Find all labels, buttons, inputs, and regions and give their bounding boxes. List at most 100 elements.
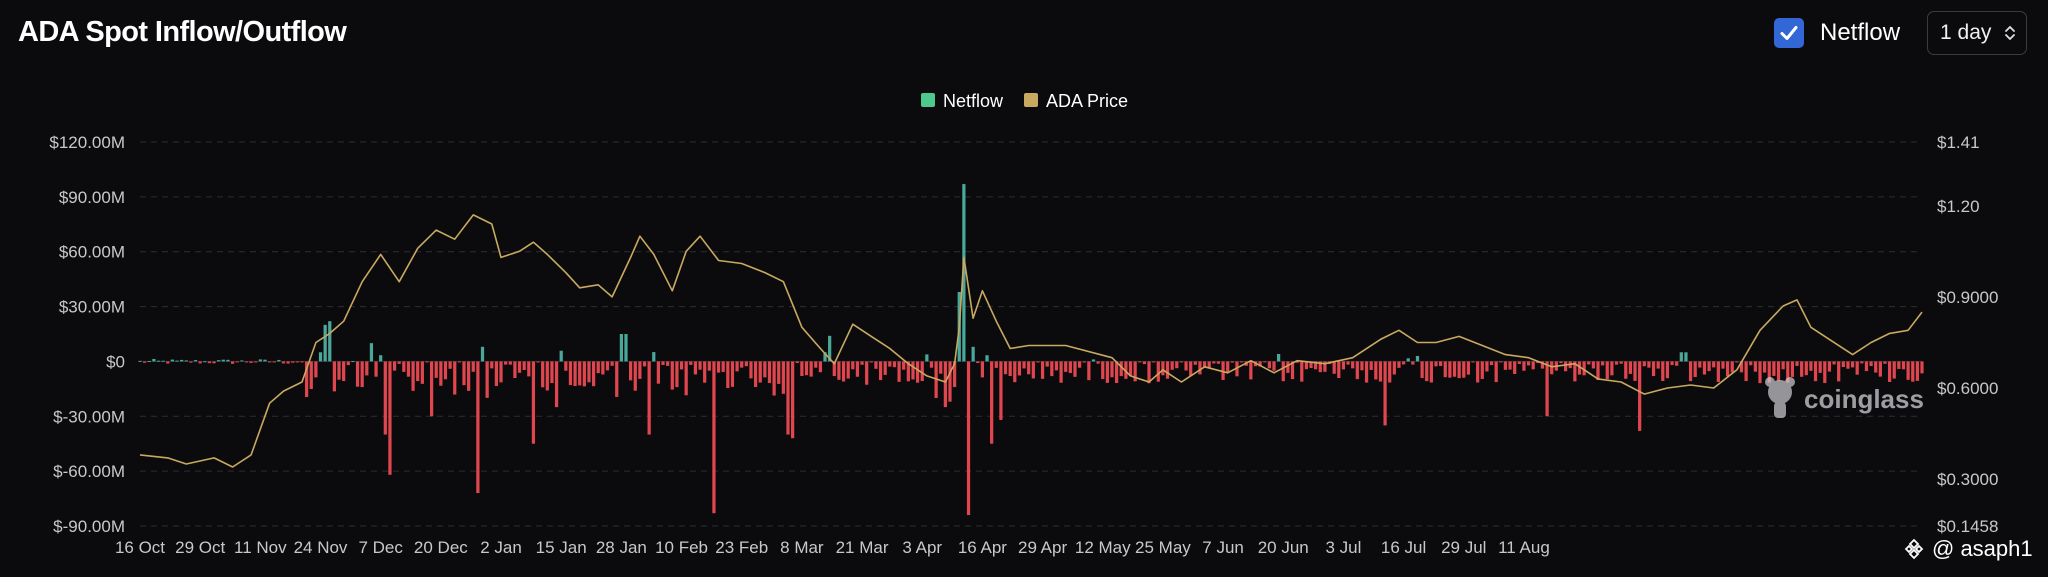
- netflow-bar: [1239, 361, 1244, 363]
- netflow-bar: [1633, 361, 1637, 381]
- netflow-bar: [1165, 361, 1170, 379]
- netflow-bar: [1105, 361, 1109, 383]
- netflow-bar: [416, 361, 420, 382]
- interval-select-value: 1 day: [1940, 21, 1992, 44]
- netflow-bar: [629, 361, 633, 381]
- netflow-bar: [1545, 361, 1549, 417]
- netflow-bar: [1022, 361, 1026, 369]
- interval-select[interactable]: 1 day: [1927, 11, 2027, 55]
- netflow-bar: [1827, 361, 1832, 372]
- netflow-bar: [1295, 361, 1299, 363]
- netflow-bar: [1698, 361, 1702, 368]
- netflow-bar: [730, 361, 735, 387]
- netflow-bar: [1480, 361, 1484, 379]
- netflow-bar: [485, 361, 489, 398]
- netflow-bar: [531, 361, 536, 444]
- netflow-bar: [915, 361, 920, 383]
- netflow-bar: [411, 361, 415, 391]
- x-tick-label: 15 Jan: [536, 538, 587, 557]
- netflow-bar: [198, 361, 202, 364]
- netflow-bar: [744, 361, 748, 367]
- netflow-bar: [504, 361, 508, 365]
- coinglass-logo-icon: [1765, 377, 1795, 418]
- netflow-bar: [652, 352, 656, 362]
- x-tick-label: 16 Jul: [1381, 538, 1426, 557]
- netflow-bar: [545, 361, 549, 391]
- right-tick-label: $0.6000: [1937, 379, 1998, 398]
- x-tick-label: 29 Jul: [1441, 538, 1486, 557]
- netflow-bar: [1624, 361, 1628, 379]
- netflow-bar: [402, 361, 406, 372]
- netflow-bar: [369, 343, 374, 362]
- netflow-bar: [1721, 361, 1725, 369]
- netflow-bar: [1869, 361, 1873, 367]
- netflow-toggle-label: Netflow: [1820, 19, 1901, 46]
- netflow-bar: [1846, 361, 1850, 369]
- netflow-bar: [990, 361, 994, 444]
- netflow-bar: [383, 361, 387, 435]
- netflow-bar: [217, 360, 221, 362]
- netflow-checkbox[interactable]: [1774, 18, 1804, 48]
- x-tick-label: 8 Mar: [780, 538, 824, 557]
- netflow-bar: [1277, 353, 1281, 362]
- netflow-bar: [550, 361, 554, 384]
- netflow-bar: [1874, 361, 1878, 373]
- netflow-bar: [929, 361, 934, 368]
- netflow-bar: [642, 361, 647, 367]
- netflow-toggle[interactable]: Netflow: [1774, 18, 1900, 48]
- netflow-bar: [536, 361, 540, 363]
- netflow-bar: [443, 361, 448, 380]
- right-tick-label: $0.3000: [1937, 470, 1998, 489]
- netflow-bar: [161, 360, 165, 362]
- netflow-bar: [1758, 361, 1762, 384]
- netflow-bar: [1152, 361, 1156, 363]
- netflow-bar: [1184, 361, 1188, 371]
- left-tick-label: $120.00M: [49, 133, 125, 152]
- netflow-bar: [1193, 361, 1197, 365]
- netflow-bar: [1050, 361, 1054, 377]
- netflow-bar: [851, 361, 855, 370]
- netflow-bar: [1036, 361, 1040, 363]
- netflow-bar: [888, 361, 892, 367]
- netflow-bar: [1466, 361, 1471, 375]
- netflow-bar: [1809, 361, 1813, 371]
- netflow-bar: [647, 361, 651, 435]
- netflow-bar: [1290, 361, 1295, 380]
- netflow-bar: [1735, 361, 1739, 363]
- netflow-bar: [763, 361, 767, 378]
- netflow-bar: [1665, 361, 1670, 379]
- netflow-bar: [1550, 361, 1554, 375]
- page-title: ADA Spot Inflow/Outflow: [18, 16, 347, 48]
- netflow-bar: [1383, 361, 1387, 426]
- netflow-bar: [1133, 361, 1137, 382]
- netflow-bar: [138, 360, 142, 362]
- x-tick-label: 29 Apr: [1018, 538, 1067, 557]
- netflow-bar: [499, 361, 503, 383]
- netflow-bar: [804, 361, 809, 376]
- netflow-bar: [619, 334, 623, 362]
- netflow-bar: [855, 361, 860, 377]
- netflow-bar: [865, 361, 869, 385]
- coinglass-watermark: coinglass: [1765, 377, 1924, 418]
- netflow-bar: [758, 361, 762, 383]
- netflow-bar: [471, 361, 475, 372]
- legend-price-swatch: [1024, 93, 1038, 107]
- netflow-bar: [1901, 361, 1906, 370]
- netflow-bar: [721, 361, 725, 372]
- netflow-bar: [675, 361, 679, 388]
- right-tick-label: $1.41: [1937, 133, 1980, 152]
- netflow-bar: [1017, 361, 1022, 376]
- netflow-bar: [1207, 361, 1211, 368]
- netflow-bar: [1281, 361, 1285, 382]
- netflow-bar: [457, 361, 461, 363]
- netflow-bar: [1115, 361, 1119, 383]
- netflow-bar: [541, 361, 545, 388]
- netflow-bar: [300, 361, 304, 363]
- netflow-bar: [1272, 361, 1276, 371]
- netflow-bar: [1730, 361, 1734, 373]
- netflow-bar: [777, 361, 781, 384]
- netflow-bar: [1619, 361, 1623, 364]
- netflow-bar: [147, 360, 151, 362]
- netflow-bar: [1818, 361, 1822, 373]
